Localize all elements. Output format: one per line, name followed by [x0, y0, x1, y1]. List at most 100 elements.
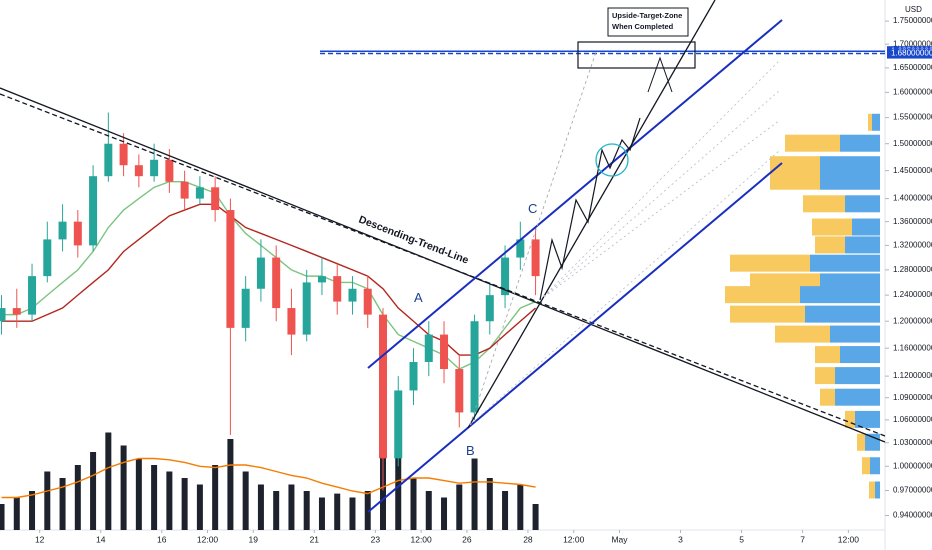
y-tick-label: 1.20000000 [893, 316, 932, 325]
volume-bar [74, 465, 81, 530]
volume-bar [0, 504, 5, 530]
candle-body [516, 239, 525, 258]
y-tick-label: 1.75000000 [893, 16, 932, 25]
candle-body [150, 159, 159, 177]
profile-up [870, 457, 880, 475]
trend-line-dashed [0, 93, 886, 437]
candle-body [424, 334, 433, 363]
fan-line [469, 149, 781, 426]
volume-bar [502, 491, 509, 530]
volume-ma [1, 457, 536, 499]
y-tick-label: 1.36000000 [893, 217, 932, 226]
volume-bar [425, 491, 432, 530]
volume-bar [318, 497, 325, 530]
volume-bar [288, 484, 295, 530]
profile-up [835, 388, 880, 406]
volume-bar [364, 491, 371, 530]
volume-bar [410, 478, 417, 530]
profile-down [815, 367, 835, 385]
volume-bar [517, 484, 524, 530]
profile-down [770, 172, 820, 190]
profile-up [835, 367, 880, 385]
y-tick-label: 0.97000000 [893, 486, 932, 495]
candle-body [73, 221, 82, 246]
profile-down [775, 325, 830, 343]
x-tick-label: 7 [800, 534, 805, 544]
y-tick-label: 1.50000000 [893, 139, 932, 148]
zigzag [539, 117, 641, 301]
profile-down [815, 346, 840, 364]
volume-bar [486, 478, 493, 530]
target-note: Upside-Target-Zone [612, 11, 682, 20]
volume-bar [349, 497, 356, 530]
volume-bar [166, 471, 173, 530]
candle-body [394, 390, 403, 459]
profile-up [820, 156, 880, 174]
wave-label: C [528, 201, 537, 216]
x-tick-label: 5 [739, 534, 744, 544]
profile-up [852, 218, 880, 236]
profile-down [730, 254, 810, 272]
candle-body [28, 276, 37, 315]
fan-line [539, 59, 781, 301]
volume-bar [181, 478, 188, 530]
x-tick-label: 12:00 [410, 534, 432, 544]
volume-bar [44, 471, 51, 530]
volume-bar [151, 465, 158, 530]
candle-body [302, 282, 311, 335]
x-tick-label: 12:00 [563, 534, 585, 544]
x-tick-label: 14 [96, 534, 106, 544]
candle-body [501, 257, 510, 296]
x-tick-label: 12:00 [197, 534, 219, 544]
candle-body [195, 187, 204, 199]
fan-line [539, 119, 781, 301]
volume-bar [242, 471, 249, 530]
y-tick-label: 0.94000000 [893, 511, 932, 520]
candle-body [211, 187, 220, 211]
profile-up [875, 481, 880, 499]
candle-body [378, 314, 387, 459]
profile-up [845, 195, 880, 213]
candle-body [470, 321, 479, 413]
target-note: When Completed [612, 22, 674, 31]
fan-line [539, 89, 781, 301]
profile-down [803, 195, 845, 213]
candle-body [43, 239, 52, 277]
volume-profile [725, 113, 880, 499]
profile-down [725, 286, 800, 304]
y-tick-label: 1.65000000 [893, 63, 932, 72]
candle-body [272, 257, 281, 309]
profile-down [812, 218, 852, 236]
price-level-tag [887, 48, 932, 59]
y-tick-label: 1.60000000 [893, 87, 932, 96]
x-tick-label: May [611, 534, 628, 544]
profile-up [855, 410, 880, 428]
volume-bar [196, 484, 203, 530]
x-tick-label: 21 [310, 534, 320, 544]
profile-up [805, 305, 880, 323]
y-tick-label: 1.70000000 [893, 39, 932, 48]
y-tick-label: 1.00000000 [893, 461, 932, 470]
volume-bar [105, 432, 112, 530]
x-tick-label: 23 [371, 534, 381, 544]
candle-body [165, 159, 174, 182]
profile-up [872, 113, 880, 131]
highlight-circle [595, 143, 629, 177]
candle-body [348, 288, 357, 302]
candle-body [333, 276, 342, 302]
profile-up [820, 172, 880, 190]
candle-body [455, 369, 464, 413]
profile-down [730, 305, 805, 323]
x-tick-label: 12:00 [838, 534, 860, 544]
profile-up [840, 134, 880, 152]
profile-up [800, 286, 880, 304]
candle-body [226, 210, 235, 328]
x-tick-label: 12 [35, 534, 45, 544]
volume-bar [59, 478, 66, 530]
y-tick-label: 1.40000000 [893, 194, 932, 203]
channel-upper [367, 19, 783, 369]
y-tick-label: 1.55000000 [893, 113, 932, 122]
profile-down [815, 236, 845, 254]
price-level-label: 1.68000000 [891, 49, 932, 58]
